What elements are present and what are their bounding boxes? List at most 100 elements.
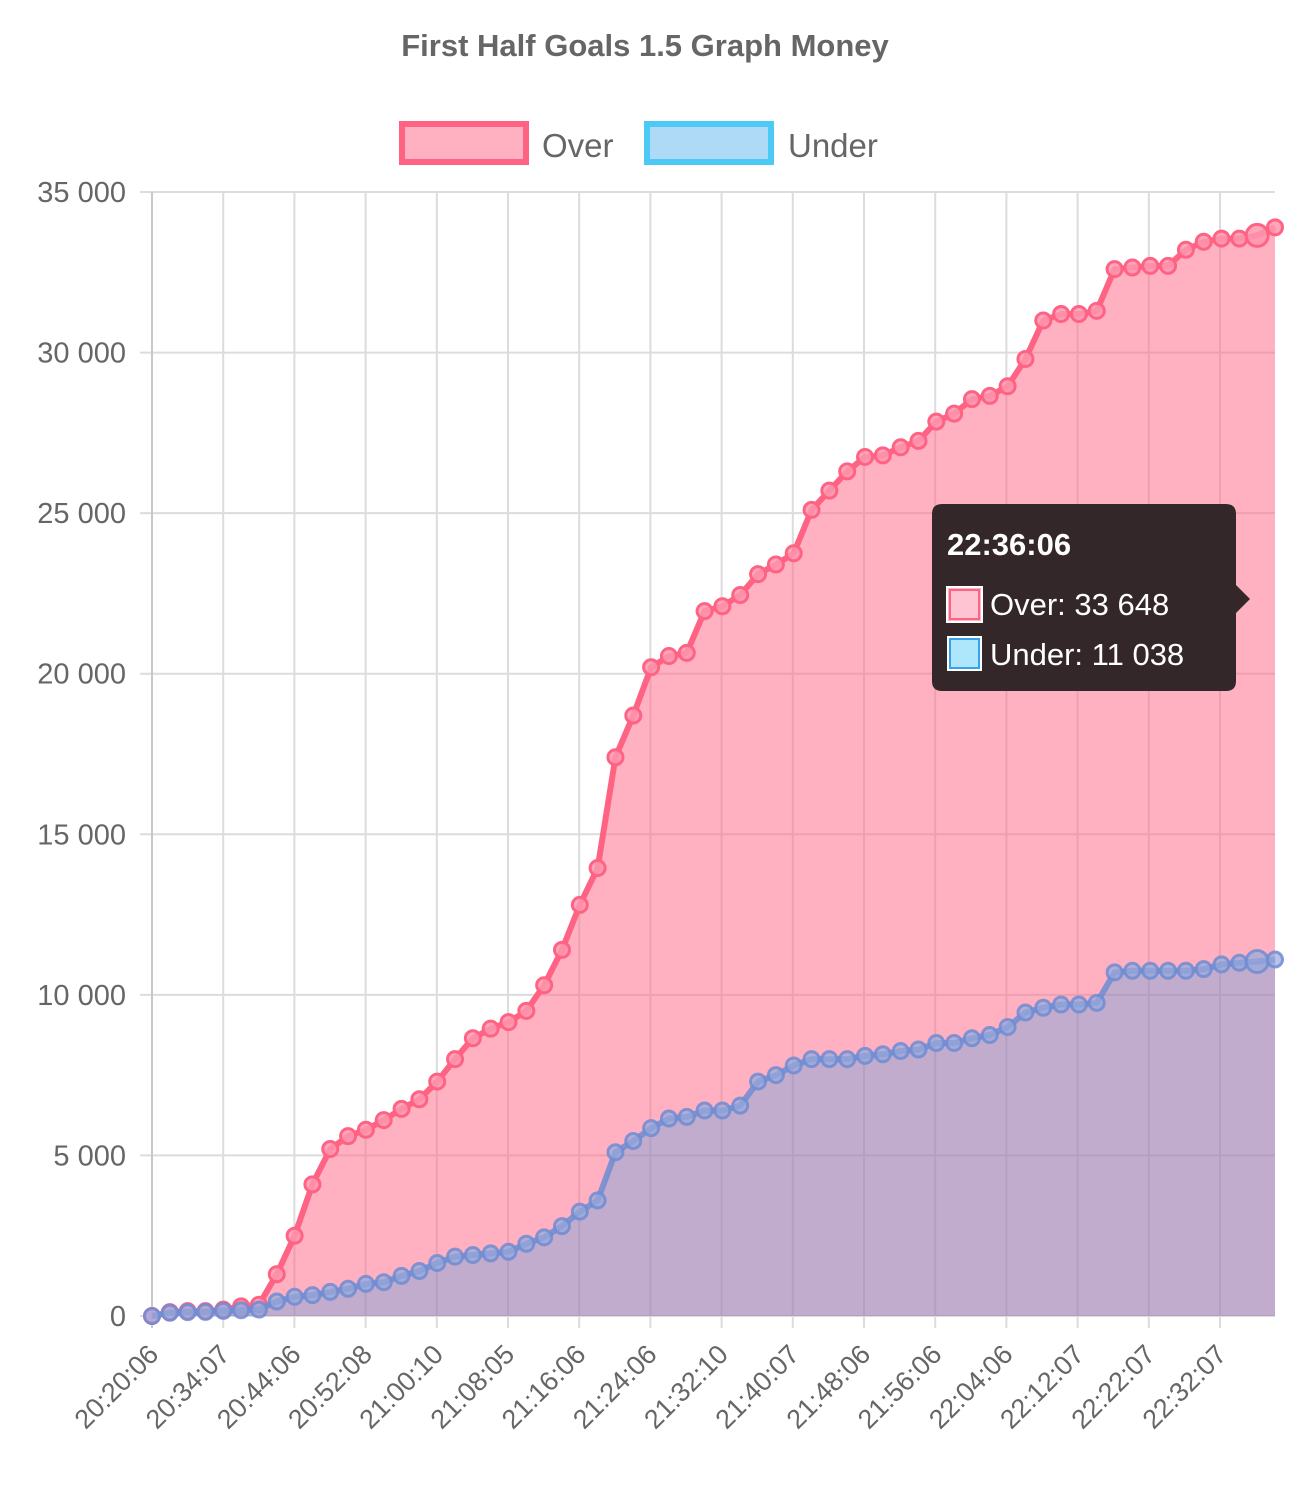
point-over[interactable]: [1052, 305, 1071, 324]
point-over[interactable]: [570, 895, 589, 914]
point-under[interactable]: [1159, 961, 1178, 980]
point-under[interactable]: [677, 1107, 696, 1126]
point-under[interactable]: [481, 1244, 500, 1263]
legend-item-over[interactable]: Over: [399, 121, 614, 165]
point-over[interactable]: [856, 447, 875, 466]
point-over[interactable]: [998, 377, 1017, 396]
point-over[interactable]: [463, 1029, 482, 1048]
point-over[interactable]: [1159, 256, 1178, 275]
point-under[interactable]: [446, 1247, 465, 1266]
point-under[interactable]: [392, 1266, 411, 1285]
point-over[interactable]: [267, 1265, 286, 1284]
point-under[interactable]: [820, 1050, 839, 1069]
point-over[interactable]: [677, 643, 696, 662]
point-over[interactable]: [1087, 301, 1106, 320]
point-over[interactable]: [410, 1090, 429, 1109]
point-over[interactable]: [642, 658, 661, 677]
point-under[interactable]: [659, 1109, 678, 1128]
point-over[interactable]: [321, 1140, 340, 1159]
point-under[interactable]: [945, 1034, 964, 1053]
point-over[interactable]: [784, 544, 803, 563]
point-under[interactable]: [267, 1292, 286, 1311]
point-over[interactable]: [446, 1050, 465, 1069]
point-under[interactable]: [749, 1072, 768, 1091]
point-under[interactable]: [695, 1101, 714, 1120]
point-under[interactable]: [1016, 1003, 1035, 1022]
point-under[interactable]: [624, 1131, 643, 1150]
point-under[interactable]: [606, 1143, 625, 1162]
point-under[interactable]: [321, 1282, 340, 1301]
point-over[interactable]: [820, 481, 839, 500]
point-over[interactable]: [356, 1120, 375, 1139]
point-over[interactable]: [731, 586, 750, 605]
point-under[interactable]: [178, 1303, 197, 1322]
point-under[interactable]: [249, 1300, 268, 1319]
point-over[interactable]: [802, 500, 821, 519]
point-over[interactable]: [588, 859, 607, 878]
point-over[interactable]: [1069, 305, 1088, 324]
point-over[interactable]: [303, 1175, 322, 1194]
point-under[interactable]: [1212, 955, 1231, 974]
point-under[interactable]: [1069, 995, 1088, 1014]
point-over[interactable]: [749, 565, 768, 584]
point-under[interactable]: [642, 1119, 661, 1138]
point-over[interactable]: [339, 1127, 358, 1146]
point-over[interactable]: [1105, 260, 1124, 279]
point-over[interactable]: [1141, 256, 1160, 275]
point-under[interactable]: [356, 1274, 375, 1293]
point-over[interactable]: [392, 1099, 411, 1118]
point-under[interactable]: [143, 1307, 161, 1325]
point-over[interactable]: [766, 555, 785, 574]
point-over[interactable]: [1034, 311, 1053, 330]
legend-item-under[interactable]: Under: [644, 121, 878, 165]
point-under[interactable]: [731, 1096, 750, 1115]
point-over[interactable]: [1266, 218, 1284, 237]
point-under[interactable]: [428, 1254, 447, 1273]
point-under[interactable]: [909, 1040, 928, 1059]
point-under[interactable]: [232, 1301, 251, 1320]
point-over[interactable]: [606, 748, 625, 767]
point-under[interactable]: [1266, 950, 1284, 969]
point-under[interactable]: [160, 1303, 179, 1322]
point-under[interactable]: [713, 1101, 732, 1120]
point-over[interactable]: [945, 404, 964, 423]
point-over[interactable]: [891, 438, 910, 457]
point-under[interactable]: [873, 1045, 892, 1064]
point-under[interactable]: [998, 1017, 1017, 1036]
point-over[interactable]: [428, 1072, 447, 1091]
point-over[interactable]: [713, 597, 732, 616]
point-over[interactable]: [374, 1111, 393, 1130]
point-under[interactable]: [1176, 961, 1195, 980]
point-under[interactable]: [303, 1286, 322, 1305]
point-under[interactable]: [802, 1050, 821, 1069]
point-over[interactable]: [499, 1013, 518, 1032]
point-over[interactable]: [1244, 222, 1270, 248]
point-under[interactable]: [196, 1302, 215, 1321]
point-over[interactable]: [873, 446, 892, 465]
point-over[interactable]: [1176, 240, 1195, 259]
point-under[interactable]: [1123, 961, 1142, 980]
point-under[interactable]: [285, 1287, 304, 1306]
point-under[interactable]: [1105, 963, 1124, 982]
point-under[interactable]: [980, 1026, 999, 1044]
point-under[interactable]: [1230, 953, 1249, 972]
point-under[interactable]: [499, 1242, 518, 1261]
point-over[interactable]: [285, 1226, 304, 1245]
point-under[interactable]: [517, 1234, 536, 1253]
point-under[interactable]: [962, 1029, 981, 1048]
point-under[interactable]: [838, 1050, 857, 1069]
point-over[interactable]: [1123, 258, 1142, 277]
point-over[interactable]: [535, 976, 554, 995]
point-under[interactable]: [1141, 961, 1160, 980]
point-under[interactable]: [552, 1217, 571, 1236]
point-under[interactable]: [463, 1245, 482, 1264]
point-under[interactable]: [1087, 993, 1106, 1012]
point-under[interactable]: [214, 1301, 233, 1320]
point-over[interactable]: [909, 431, 928, 450]
point-under[interactable]: [927, 1034, 946, 1053]
point-over[interactable]: [1194, 232, 1213, 251]
legend[interactable]: Over Under: [399, 121, 878, 165]
point-over[interactable]: [980, 386, 999, 405]
point-over[interactable]: [962, 390, 981, 409]
point-under[interactable]: [339, 1279, 358, 1298]
